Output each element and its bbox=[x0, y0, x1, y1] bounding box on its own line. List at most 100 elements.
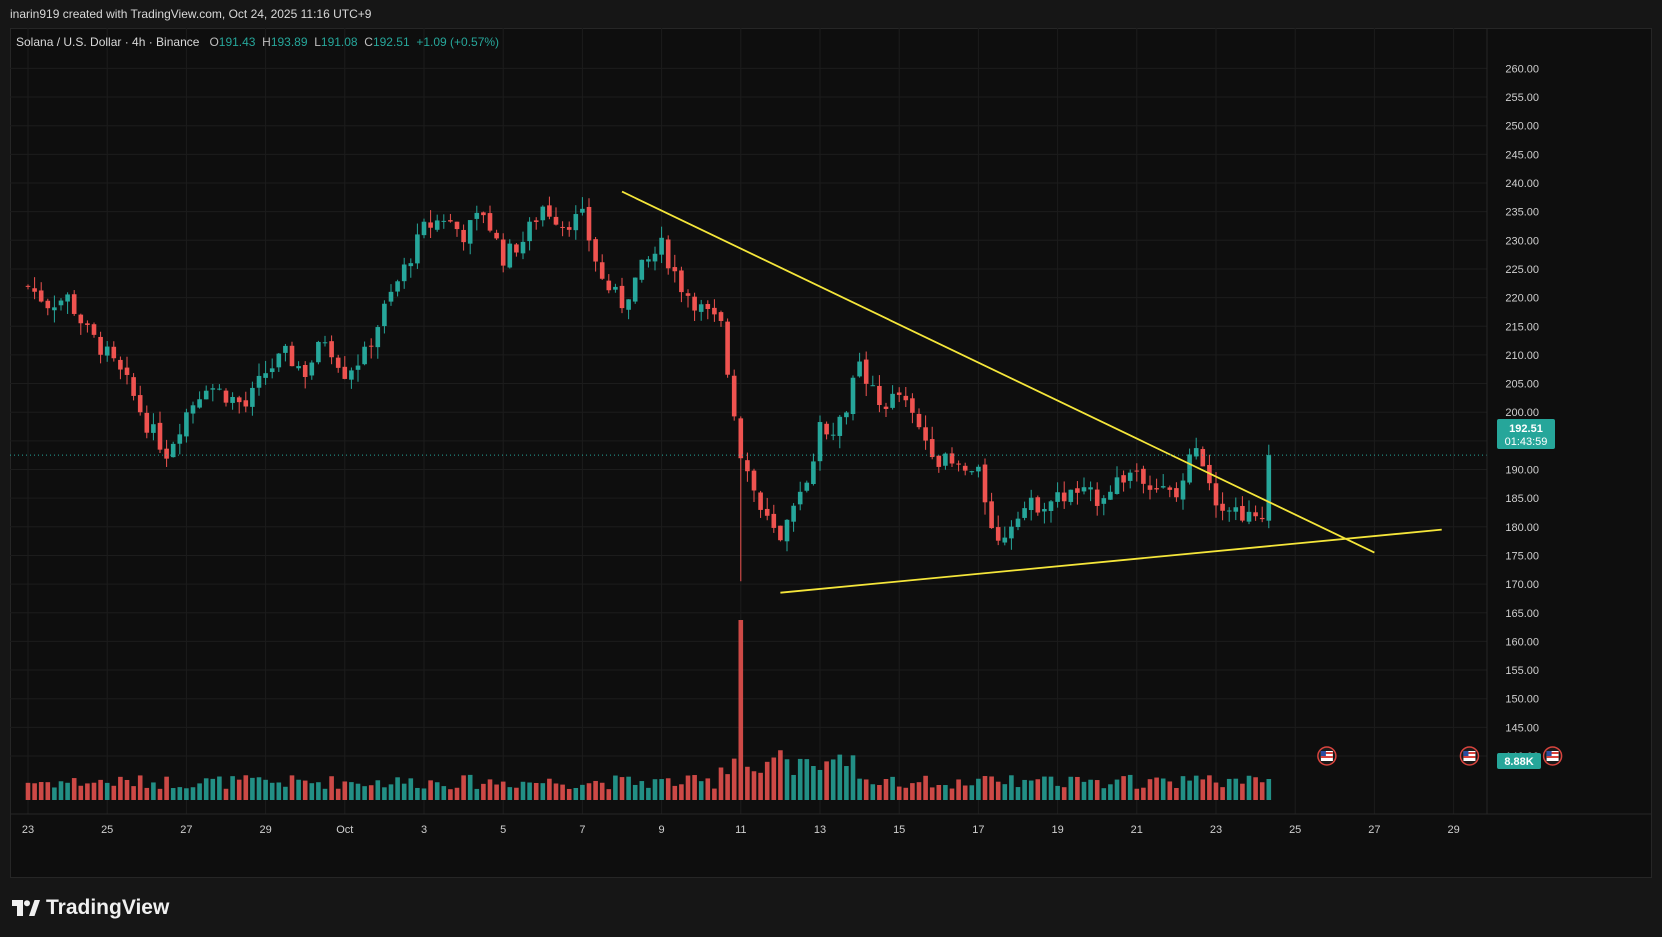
volume-bar bbox=[1200, 779, 1206, 800]
volume-bar bbox=[1101, 788, 1107, 800]
volume-bar bbox=[1028, 780, 1034, 800]
candle-body bbox=[52, 307, 57, 311]
price-tick-label: 235.00 bbox=[1505, 207, 1539, 219]
candle-body bbox=[890, 393, 895, 408]
candle-body bbox=[289, 345, 295, 367]
volume-bar bbox=[441, 786, 447, 800]
volume-bar bbox=[811, 766, 816, 800]
volume-bar bbox=[151, 782, 156, 800]
volume-bar bbox=[1134, 788, 1140, 800]
volume-bar bbox=[415, 787, 420, 800]
volume-bar bbox=[283, 786, 288, 800]
candle-body bbox=[824, 423, 829, 435]
volume-bar bbox=[1121, 776, 1126, 800]
candle-body bbox=[698, 304, 704, 312]
volume-bar bbox=[448, 789, 453, 800]
volume-bar bbox=[929, 787, 935, 800]
volume-bar bbox=[144, 787, 150, 800]
chart-credit: inarin919 created with TradingView.com, … bbox=[10, 7, 372, 21]
tradingview-logo-icon bbox=[12, 900, 40, 916]
candle-body bbox=[71, 294, 77, 314]
candle-body bbox=[665, 239, 671, 269]
volume-bar bbox=[943, 785, 948, 800]
candle-body bbox=[151, 424, 156, 433]
candle-body bbox=[236, 397, 242, 403]
volume-bar bbox=[263, 779, 268, 800]
us-flag-icon[interactable] bbox=[1459, 746, 1480, 766]
time-tick-label: 9 bbox=[659, 824, 665, 836]
price-tick-label: 160.00 bbox=[1505, 636, 1539, 648]
candle-body bbox=[1114, 477, 1120, 494]
volume-bar bbox=[65, 782, 70, 800]
volume-bar bbox=[170, 788, 176, 800]
volume-bar bbox=[1035, 779, 1041, 800]
symbol-legend[interactable]: Solana / U.S. Dollar · 4h · Binance O191… bbox=[16, 35, 499, 49]
volume-bar bbox=[962, 785, 968, 800]
volume-bar bbox=[45, 782, 51, 800]
volume-bar bbox=[824, 761, 829, 800]
price-chart[interactable]: 140.00145.00150.00155.00160.00165.00170.… bbox=[10, 28, 1652, 878]
time-tick-label: 17 bbox=[972, 824, 984, 836]
time-tick-label: 5 bbox=[500, 824, 506, 836]
volume-bar bbox=[560, 784, 565, 800]
candle-body bbox=[1259, 517, 1265, 520]
event-markers[interactable] bbox=[1317, 746, 1563, 766]
volume-bar bbox=[751, 771, 757, 800]
volume-bar bbox=[256, 777, 262, 800]
volume-bar bbox=[487, 779, 493, 800]
volume-bar bbox=[1055, 785, 1060, 800]
flag-canton bbox=[1546, 751, 1552, 756]
candle-body bbox=[217, 388, 222, 390]
candle-body bbox=[1101, 498, 1107, 504]
price-tick-label: 145.00 bbox=[1505, 722, 1539, 734]
candle-body bbox=[1154, 488, 1159, 490]
candle-body bbox=[474, 212, 480, 219]
candle-body bbox=[547, 205, 552, 217]
tradingview-logo[interactable]: TradingView bbox=[12, 896, 169, 920]
candle-body bbox=[1015, 518, 1021, 528]
candle-body bbox=[679, 270, 684, 293]
candle-body bbox=[923, 427, 928, 441]
candle-body bbox=[784, 519, 790, 542]
candle-body bbox=[467, 220, 473, 244]
time-axis[interactable]: 23 25 27 29 Oct 3 5 7 9 11 13 15 17 19 21 23 25 27 29 bbox=[10, 813, 1652, 836]
candle-body bbox=[1141, 468, 1146, 484]
candle-body bbox=[520, 241, 526, 254]
candle-body bbox=[533, 220, 539, 222]
volume-bar bbox=[976, 778, 981, 800]
candle-body bbox=[896, 392, 902, 395]
candle-body bbox=[540, 206, 546, 221]
volume-bar bbox=[995, 781, 1001, 800]
candle-body bbox=[877, 385, 882, 406]
candle-body bbox=[296, 366, 301, 369]
volume-bar bbox=[580, 784, 585, 800]
candle-body bbox=[203, 390, 209, 400]
flag-stripe bbox=[1546, 752, 1559, 754]
candle-body bbox=[797, 491, 803, 505]
volume-bar bbox=[78, 785, 84, 800]
candle-body bbox=[256, 375, 262, 388]
volume-bar bbox=[1259, 782, 1265, 800]
candle-body bbox=[1035, 497, 1041, 513]
us-flag-icon[interactable] bbox=[1542, 746, 1563, 766]
volume-bar bbox=[1187, 780, 1192, 800]
candle-body bbox=[355, 365, 361, 370]
price-tick-label: 220.00 bbox=[1505, 293, 1539, 305]
volume-bar bbox=[949, 788, 955, 800]
volume-bar bbox=[533, 782, 539, 800]
volume-bar bbox=[718, 767, 724, 800]
volume-bar bbox=[203, 778, 209, 800]
time-tick-label: 27 bbox=[180, 824, 192, 836]
volume-bar bbox=[217, 776, 222, 800]
us-flag-icon[interactable] bbox=[1317, 746, 1337, 766]
candle-body bbox=[111, 346, 117, 359]
candle-body bbox=[514, 244, 519, 253]
candle-body bbox=[956, 463, 961, 465]
volume-bar bbox=[1147, 779, 1153, 800]
volume-bar bbox=[758, 772, 763, 800]
candle-body bbox=[1127, 472, 1133, 481]
candlesticks bbox=[25, 196, 1272, 582]
price-tick-label: 165.00 bbox=[1505, 608, 1539, 620]
candle-body bbox=[1220, 503, 1225, 511]
volume-bar bbox=[85, 783, 90, 800]
